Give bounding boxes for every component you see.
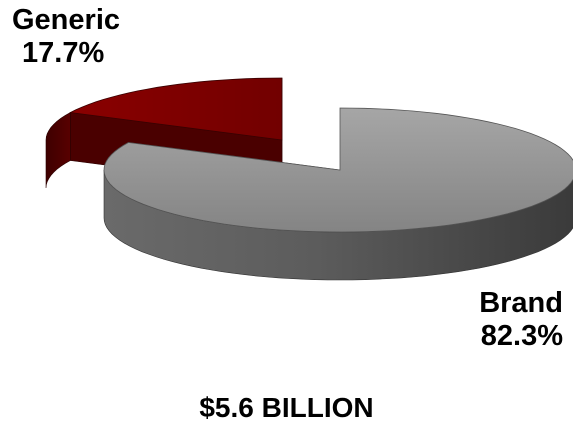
- slice-label-generic: Generic 17.7%: [12, 4, 120, 70]
- slice-side-generic: [45, 111, 71, 189]
- slice-brand: [103, 107, 573, 233]
- slice-label-generic-value: 17.7%: [22, 37, 105, 69]
- slice-generic: [69, 77, 283, 141]
- slice-label-brand: Brand 82.3%: [479, 287, 563, 353]
- slice-label-brand-name: Brand: [479, 287, 563, 319]
- slice-label-brand-value: 82.3%: [480, 320, 563, 352]
- chart-total-caption: $5.6 BILLION: [199, 392, 374, 423]
- slice-label-generic-name: Generic: [12, 4, 120, 36]
